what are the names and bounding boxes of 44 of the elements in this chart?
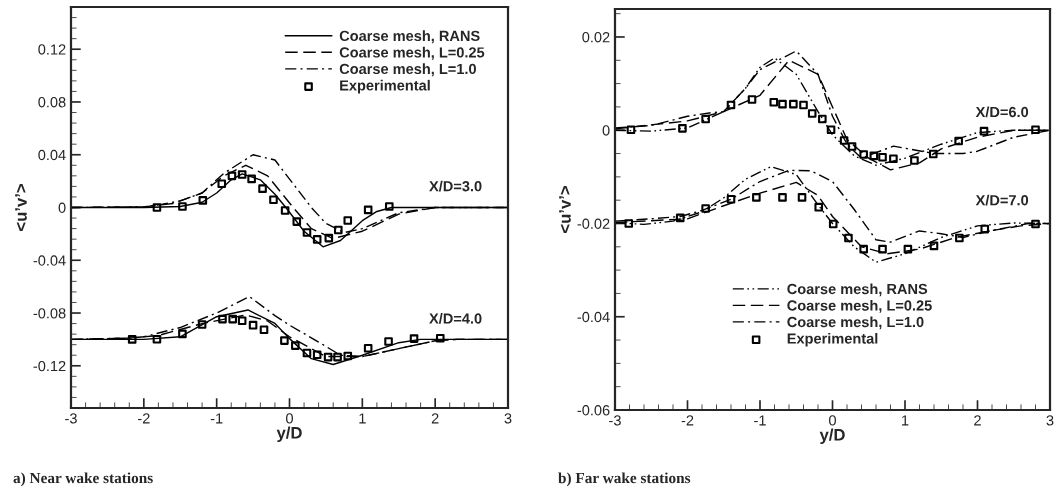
y-tick-label: 0 — [602, 125, 610, 136]
annotation: X/D=3.0 — [429, 180, 482, 192]
x-tick-label: -3 — [609, 415, 621, 426]
y-axis-title: <u’v’> — [559, 186, 571, 233]
y-tick-label: -0.04 — [577, 311, 610, 323]
y-tick-label: 0 — [58, 202, 66, 213]
y-tick-label: 0.04 — [38, 149, 66, 161]
legend-label: Coarse mesh, L=0.25 — [339, 46, 485, 60]
x-tick-label: -2 — [138, 413, 150, 424]
x-tick-label: 2 — [431, 413, 439, 424]
x-tick-label: -3 — [65, 413, 77, 424]
x-axis-title: y/D — [819, 428, 845, 444]
x-tick-label: 0 — [829, 415, 836, 426]
legend-label: Coarse mesh, RANS — [339, 30, 480, 44]
x-tick-label: 1 — [359, 413, 366, 424]
legend-label: Coarse mesh, L=0.25 — [787, 299, 932, 313]
x-tick-label: -1 — [210, 413, 223, 424]
text: a) Near wake stations — [13, 472, 153, 487]
x-tick-label: -2 — [681, 415, 694, 426]
legend-label: Coarse mesh, L=1.0 — [339, 63, 476, 77]
text: b) Far wake stations — [558, 472, 691, 487]
annotation: X/D=7.0 — [975, 194, 1029, 206]
y-tick-label: -0.06 — [577, 405, 610, 416]
y-tick-label: -0.04 — [33, 255, 66, 266]
x-tick-label: 3 — [1046, 415, 1054, 426]
legend-label: Experimental — [340, 79, 430, 94]
x-tick-label: 2 — [974, 415, 981, 426]
x-tick-label: 0 — [286, 413, 293, 424]
x-tick-label: 3 — [504, 413, 512, 424]
annotation: X/D=4.0 — [429, 312, 482, 324]
y-axis-title: <u’v’> — [15, 184, 27, 231]
y-tick-label: -0.02 — [577, 218, 610, 229]
y-tick-label: -0.08 — [33, 308, 66, 319]
y-tick-label: 0.08 — [38, 97, 66, 108]
x-tick-label: 1 — [902, 415, 909, 426]
y-tick-label: 0.02 — [582, 32, 610, 43]
x-tick-label: -1 — [754, 415, 766, 426]
legend-label: Experimental — [787, 332, 878, 347]
x-axis-title: y/D — [276, 426, 302, 442]
y-tick-label: -0.12 — [33, 360, 66, 372]
legend-label: Coarse mesh, RANS — [787, 283, 928, 297]
y-tick-label: 0.12 — [38, 44, 66, 55]
legend-label: Coarse mesh, L=1.0 — [787, 316, 924, 330]
annotation: X/D=6.0 — [975, 106, 1029, 118]
